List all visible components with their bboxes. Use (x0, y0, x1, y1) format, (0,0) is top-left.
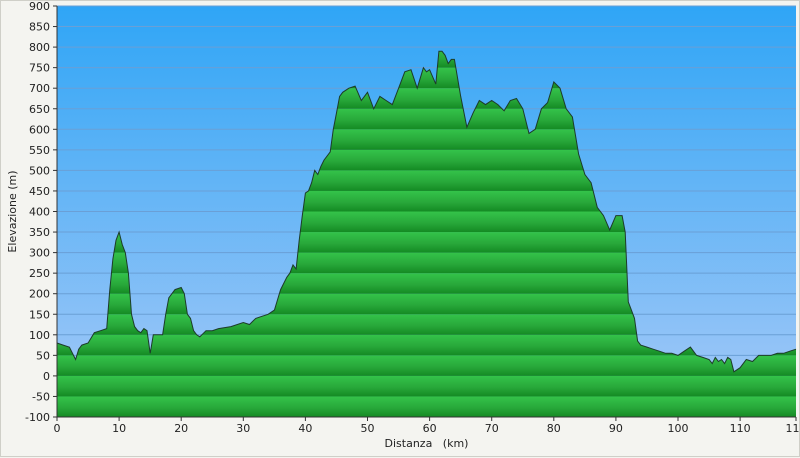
y-tick-label: 750 (29, 62, 50, 75)
x-axis-ticks: 0 10 20 30 40 50 60 70 80 90 100 110 119 (54, 417, 800, 435)
y-tick-label: 50 (36, 349, 50, 362)
y-axis-title: Elevazione (m) (6, 170, 19, 252)
y-axis-ticks: -100 -50 0 50 100 150 200 250 300 350 400 450 500 550… (25, 1, 57, 424)
y-tick-label: 450 (29, 185, 50, 198)
x-tick-label: 80 (547, 422, 561, 435)
y-tick-label: -100 (25, 411, 50, 424)
y-tick-label: 700 (29, 82, 50, 95)
y-tick-label: 0 (43, 370, 50, 383)
x-tick-label: 40 (298, 422, 312, 435)
y-tick-label: 600 (29, 123, 50, 136)
x-tick-label: 20 (174, 422, 188, 435)
y-tick-label: 900 (29, 1, 50, 13)
x-axis-title: Distanza (km) (385, 437, 469, 450)
y-tick-label: 150 (29, 308, 50, 321)
x-tick-label: 50 (361, 422, 375, 435)
y-tick-label: 500 (29, 164, 50, 177)
elevation-band (57, 396, 796, 417)
x-tick-label: 100 (668, 422, 689, 435)
y-tick-label: 550 (29, 144, 50, 157)
y-tick-label: 800 (29, 41, 50, 54)
x-tick-label: 60 (423, 422, 437, 435)
x-tick-label: 119 (786, 422, 800, 435)
y-tick-label: 350 (29, 226, 50, 239)
x-tick-label: 10 (112, 422, 126, 435)
x-tick-label: 30 (236, 422, 250, 435)
elevation-band (57, 376, 796, 397)
x-tick-label: 70 (485, 422, 499, 435)
y-tick-label: 400 (29, 206, 50, 219)
y-tick-label: -50 (32, 390, 50, 403)
x-tick-label: 0 (54, 422, 61, 435)
y-tick-label: 200 (29, 288, 50, 301)
y-tick-label: 300 (29, 247, 50, 260)
elevation-band (57, 355, 796, 376)
x-tick-label: 90 (609, 422, 623, 435)
y-tick-label: 100 (29, 329, 50, 342)
x-tick-label: 110 (730, 422, 751, 435)
y-tick-label: 650 (29, 103, 50, 116)
y-tick-label: 850 (29, 21, 50, 34)
y-tick-label: 250 (29, 267, 50, 280)
